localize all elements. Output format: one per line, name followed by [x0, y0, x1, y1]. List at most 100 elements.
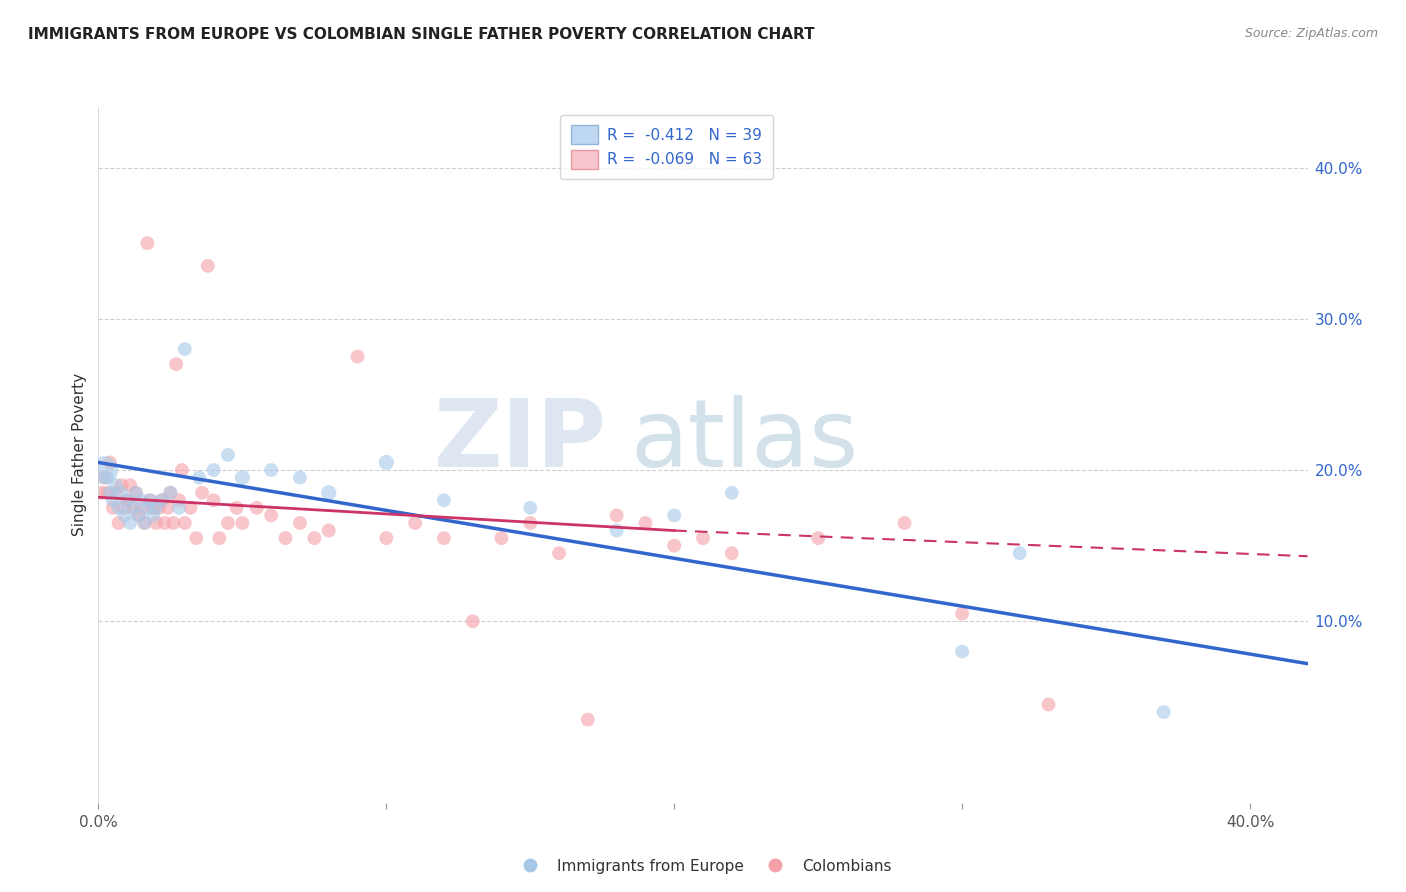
Point — [375, 455, 398, 469]
Point — [274, 531, 297, 545]
Point — [136, 236, 159, 251]
Point — [318, 524, 340, 538]
Point — [107, 500, 129, 515]
Point — [104, 485, 127, 500]
Point — [134, 516, 156, 530]
Point — [148, 500, 170, 515]
Point — [159, 485, 181, 500]
Point — [104, 478, 127, 492]
Point — [125, 485, 148, 500]
Point — [139, 493, 162, 508]
Point — [197, 259, 219, 273]
Point — [145, 500, 167, 515]
Point — [950, 644, 973, 658]
Point — [217, 448, 239, 462]
Point — [606, 508, 628, 523]
Point — [139, 493, 162, 508]
Point — [162, 516, 184, 530]
Point — [125, 485, 148, 500]
Point — [191, 485, 214, 500]
Legend: R =  -0.412   N = 39, R =  -0.069   N = 63: R = -0.412 N = 39, R = -0.069 N = 63 — [560, 115, 773, 179]
Point — [112, 500, 135, 515]
Point — [131, 493, 153, 508]
Point — [150, 493, 173, 508]
Point — [491, 531, 513, 545]
Point — [167, 493, 190, 508]
Text: atlas: atlas — [630, 395, 859, 487]
Point — [186, 531, 208, 545]
Point — [202, 463, 225, 477]
Point — [128, 508, 150, 523]
Point — [173, 342, 195, 356]
Point — [115, 493, 138, 508]
Point — [634, 516, 657, 530]
Point — [180, 500, 202, 515]
Point — [150, 493, 173, 508]
Point — [576, 713, 599, 727]
Point — [893, 516, 915, 530]
Point — [950, 607, 973, 621]
Point — [519, 500, 541, 515]
Point — [548, 546, 571, 560]
Point — [136, 500, 159, 515]
Point — [433, 493, 456, 508]
Point — [720, 485, 742, 500]
Point — [217, 516, 239, 530]
Point — [1153, 705, 1175, 719]
Point — [142, 508, 165, 523]
Point — [98, 485, 121, 500]
Point — [664, 508, 686, 523]
Point — [231, 470, 253, 484]
Point — [461, 615, 484, 629]
Point — [519, 516, 541, 530]
Point — [202, 493, 225, 508]
Point — [606, 524, 628, 538]
Point — [96, 470, 118, 484]
Point — [720, 546, 742, 560]
Point — [246, 500, 269, 515]
Point — [120, 478, 142, 492]
Point — [433, 531, 456, 545]
Point — [170, 463, 193, 477]
Point — [167, 500, 190, 515]
Point — [110, 485, 132, 500]
Point — [692, 531, 714, 545]
Point — [131, 500, 153, 515]
Point — [110, 478, 132, 492]
Point — [122, 500, 145, 515]
Point — [93, 463, 115, 477]
Point — [231, 516, 253, 530]
Point — [156, 500, 179, 515]
Point — [159, 485, 181, 500]
Point — [134, 516, 156, 530]
Text: ZIP: ZIP — [433, 395, 606, 487]
Point — [101, 500, 124, 515]
Point — [122, 500, 145, 515]
Text: Source: ZipAtlas.com: Source: ZipAtlas.com — [1244, 27, 1378, 40]
Point — [288, 470, 311, 484]
Point — [142, 500, 165, 515]
Point — [115, 493, 138, 508]
Point — [260, 463, 283, 477]
Point — [173, 516, 195, 530]
Point — [165, 357, 187, 371]
Point — [120, 516, 142, 530]
Point — [145, 516, 167, 530]
Point — [664, 539, 686, 553]
Point — [112, 508, 135, 523]
Point — [1038, 698, 1060, 712]
Point — [404, 516, 426, 530]
Text: IMMIGRANTS FROM EUROPE VS COLOMBIAN SINGLE FATHER POVERTY CORRELATION CHART: IMMIGRANTS FROM EUROPE VS COLOMBIAN SING… — [28, 27, 814, 42]
Legend: Immigrants from Europe, Colombians: Immigrants from Europe, Colombians — [509, 853, 897, 880]
Point — [90, 485, 112, 500]
Point — [288, 516, 311, 530]
Point — [101, 493, 124, 508]
Point — [128, 508, 150, 523]
Point — [346, 350, 368, 364]
Point — [225, 500, 247, 515]
Point — [93, 470, 115, 484]
Point — [304, 531, 326, 545]
Point — [188, 470, 211, 484]
Point — [807, 531, 830, 545]
Point — [153, 516, 176, 530]
